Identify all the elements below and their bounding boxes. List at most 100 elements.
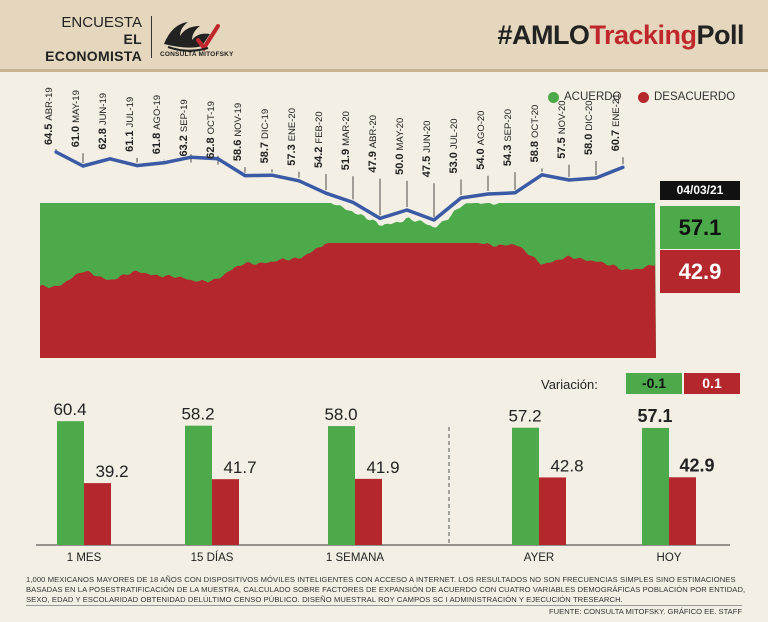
point-value: 61.1	[124, 130, 136, 151]
point-value: 58.0	[583, 134, 595, 155]
point-value: 50.0	[394, 153, 406, 174]
legend-desacuerdo: DESACUERDO	[638, 91, 735, 103]
point-value: 61.8	[151, 133, 163, 154]
data-point	[81, 164, 85, 168]
bar-desacuerdo	[669, 477, 696, 545]
point-month: ENE-20	[287, 108, 298, 141]
logo-caption: CONSULTA MITOFSKY	[160, 51, 234, 58]
variacion-label: Variación:	[541, 377, 598, 392]
point-month: MAR-20	[341, 111, 352, 146]
point-label: 58.8 OCT-20	[529, 105, 541, 163]
point-month: JUN-20	[422, 121, 433, 153]
point-label: 57.5 NOV-20	[556, 100, 568, 158]
legend-acuerdo: ACUERDO	[548, 91, 622, 103]
point-label: 47.9 ABR-20	[367, 115, 379, 173]
point-month: ABR-20	[368, 115, 379, 148]
point-label: 58.6 NOV-19	[232, 103, 244, 161]
bar-label-desacuerdo: 41.7	[223, 458, 256, 477]
hashtag-part-amlo: #AMLO	[497, 20, 590, 50]
point-value: 58.6	[232, 140, 244, 161]
point-value: 47.9	[367, 151, 379, 172]
point-label: 62.8 OCT-19	[205, 101, 217, 159]
consulta-mitofsky-logo-icon	[164, 22, 220, 52]
bar-acuerdo	[57, 421, 84, 545]
acuerdo-trend-line	[55, 150, 624, 222]
data-point	[432, 218, 436, 222]
point-label: 50.0 MAY-20	[394, 118, 406, 175]
point-month: MAY-19	[71, 90, 82, 123]
legend-desacuerdo-label: DESACUERDO	[654, 91, 736, 103]
brand-divider	[151, 16, 152, 58]
point-month: FEB-20	[314, 111, 325, 143]
methodology-footnote: 1,000 MEXICANOS MAYORES DE 18 AÑOS CON D…	[26, 575, 746, 604]
data-point	[513, 191, 517, 195]
point-value: 62.8	[205, 137, 217, 158]
hashtag-part-tracking: Tracking	[589, 20, 697, 50]
data-point	[405, 208, 409, 212]
bar-desacuerdo	[212, 479, 239, 545]
point-label: 64.5 ABR-19	[43, 87, 55, 145]
point-value: 63.2	[178, 135, 190, 156]
point-label: 61.8 AGO-19	[151, 95, 163, 154]
point-month: SEP-20	[503, 109, 514, 142]
data-point	[324, 191, 328, 195]
data-point	[162, 161, 166, 165]
bar-label-acuerdo: 58.2	[181, 405, 214, 424]
point-value: 54.0	[475, 148, 487, 169]
point-month: AGO-20	[476, 111, 487, 146]
point-value: 57.3	[286, 144, 298, 165]
point-label: 57.3 ENE-20	[286, 108, 298, 166]
data-point	[459, 196, 463, 200]
data-point	[243, 174, 247, 178]
bar-label-acuerdo: 57.2	[508, 407, 541, 426]
data-point	[297, 179, 301, 183]
point-label: 51.9 MAR-20	[340, 111, 352, 170]
bar-label-acuerdo: 60.4	[53, 400, 86, 419]
point-month: OCT-20	[530, 105, 541, 138]
data-point	[108, 157, 112, 161]
hashtag-title: #AMLOTrackingPoll	[497, 20, 744, 51]
desacuerdo-area	[40, 243, 656, 358]
point-label: 54.2 FEB-20	[313, 111, 325, 168]
point-label: 54.3 SEP-20	[502, 109, 514, 166]
point-label: 58.7 DIC-19	[259, 109, 271, 164]
point-label: 62.8 JUN-19	[97, 93, 109, 150]
bar-desacuerdo	[84, 483, 111, 545]
data-point	[270, 173, 274, 177]
bar-label-acuerdo: 58.0	[324, 405, 357, 424]
current-date-box: 04/03/21	[660, 181, 740, 200]
point-value: 51.9	[340, 149, 352, 170]
bar-acuerdo	[328, 426, 355, 545]
legend-acuerdo-dot-icon	[548, 91, 559, 103]
point-value: 58.8	[529, 141, 541, 162]
point-month: ENE-21	[611, 94, 622, 127]
point-month: AGO-19	[152, 95, 163, 130]
data-point	[351, 200, 355, 204]
bar-category-label: 1 MES	[67, 552, 102, 564]
point-month: JUL-20	[449, 118, 460, 149]
brand-el-economista: EL ECONOMISTA	[45, 31, 142, 64]
data-point	[135, 164, 139, 168]
point-value: 53.0	[448, 152, 460, 173]
point-month: OCT-19	[206, 101, 217, 134]
point-value: 47.5	[421, 156, 433, 177]
bar-desacuerdo	[355, 478, 382, 545]
bar-category-label: 1 SEMANA	[326, 552, 384, 564]
data-point	[594, 176, 598, 180]
source-credit: FUENTE: CONSULTA MITOFSKY. GRÁFICO EE. S…	[549, 607, 742, 616]
point-month: DIC-20	[584, 100, 595, 130]
data-point	[378, 216, 382, 220]
bar-desacuerdo	[539, 477, 566, 545]
point-label: 61.1 JUL-19	[124, 97, 136, 152]
bar-label-desacuerdo: 42.8	[550, 456, 583, 475]
point-value: 64.5	[43, 124, 55, 145]
point-value: 58.7	[259, 142, 271, 163]
bar-label-desacuerdo: 42.9	[679, 455, 714, 475]
data-point	[540, 173, 544, 177]
point-value: 54.3	[502, 145, 514, 166]
data-point	[216, 157, 220, 161]
bar-label-desacuerdo: 39.2	[95, 462, 128, 481]
bar-acuerdo	[642, 427, 669, 545]
bar-acuerdo	[185, 425, 212, 545]
data-point	[486, 192, 490, 196]
